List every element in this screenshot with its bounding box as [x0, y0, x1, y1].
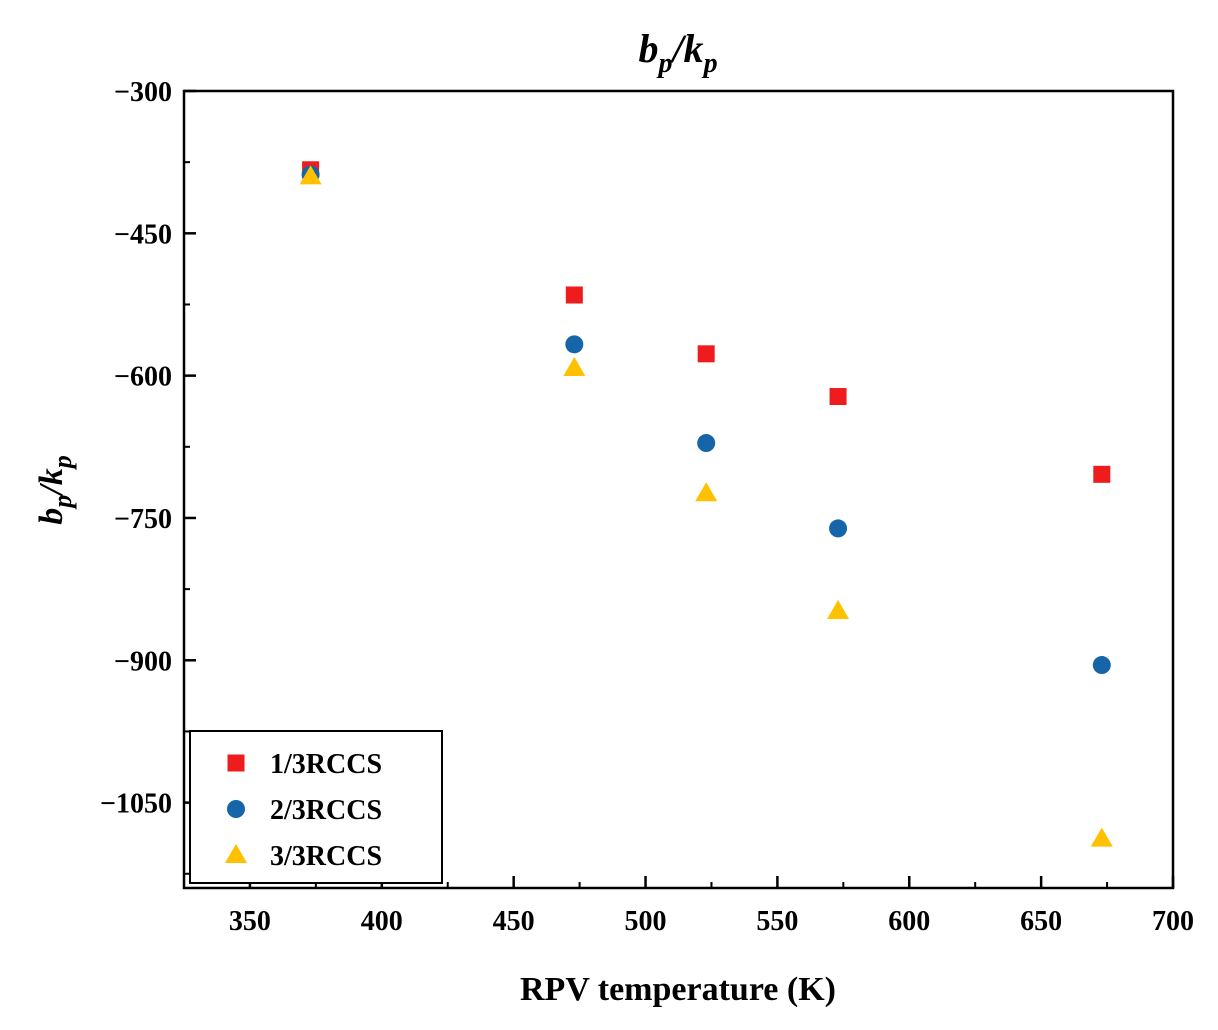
- x-tick-label: 450: [493, 906, 535, 937]
- x-tick-label: 600: [888, 906, 930, 937]
- data-point: [299, 165, 322, 185]
- data-points: [299, 161, 1113, 847]
- y-tick-label: −1050: [100, 789, 172, 820]
- plot-frame: [182, 89, 1175, 890]
- x-axis: 350 400 450 500 550 600 650 700: [183, 876, 1194, 937]
- series-2: [301, 165, 1111, 675]
- y-tick-label: −600: [114, 362, 172, 393]
- y-tick-label: −450: [114, 219, 172, 250]
- x-tick-label: 500: [625, 906, 667, 937]
- data-point: [695, 482, 718, 502]
- legend-label: 1/3RCCS: [270, 749, 382, 780]
- data-point: [829, 519, 848, 538]
- data-point: [697, 345, 715, 363]
- data-point: [829, 388, 847, 406]
- x-axis-label: RPV temperature (K): [520, 971, 836, 1008]
- legend-marker: [225, 844, 247, 863]
- legend: 1/3RCCS 2/3RCCS 3/3RCCS: [189, 730, 443, 884]
- chart-title: bp/kp: [638, 26, 717, 79]
- data-point: [563, 357, 586, 377]
- y-tick-label: −900: [114, 646, 172, 677]
- legend-marker: [227, 800, 245, 818]
- legend-label: 2/3RCCS: [270, 795, 382, 826]
- data-point: [1090, 827, 1113, 847]
- y-axis-label: bp/kp: [33, 455, 77, 524]
- legend-marker: [227, 754, 245, 772]
- y-tick-label: −300: [114, 77, 172, 108]
- legend-label: 3/3RCCS: [270, 841, 382, 872]
- data-point: [1093, 465, 1111, 483]
- x-tick-label: 700: [1152, 906, 1194, 937]
- data-point: [1092, 656, 1111, 675]
- series-3: [299, 165, 1113, 847]
- x-tick-label: 350: [229, 906, 271, 937]
- data-point: [697, 434, 716, 453]
- x-tick-label: 650: [1020, 906, 1062, 937]
- data-point: [565, 335, 584, 354]
- x-tick-label: 550: [756, 906, 798, 937]
- data-point: [827, 599, 850, 619]
- y-tick-label: −750: [114, 504, 172, 535]
- y-axis: −300 −450 −600 −750 −900 −1050: [100, 77, 196, 875]
- x-tick-label: 400: [361, 906, 403, 937]
- data-point: [565, 286, 583, 304]
